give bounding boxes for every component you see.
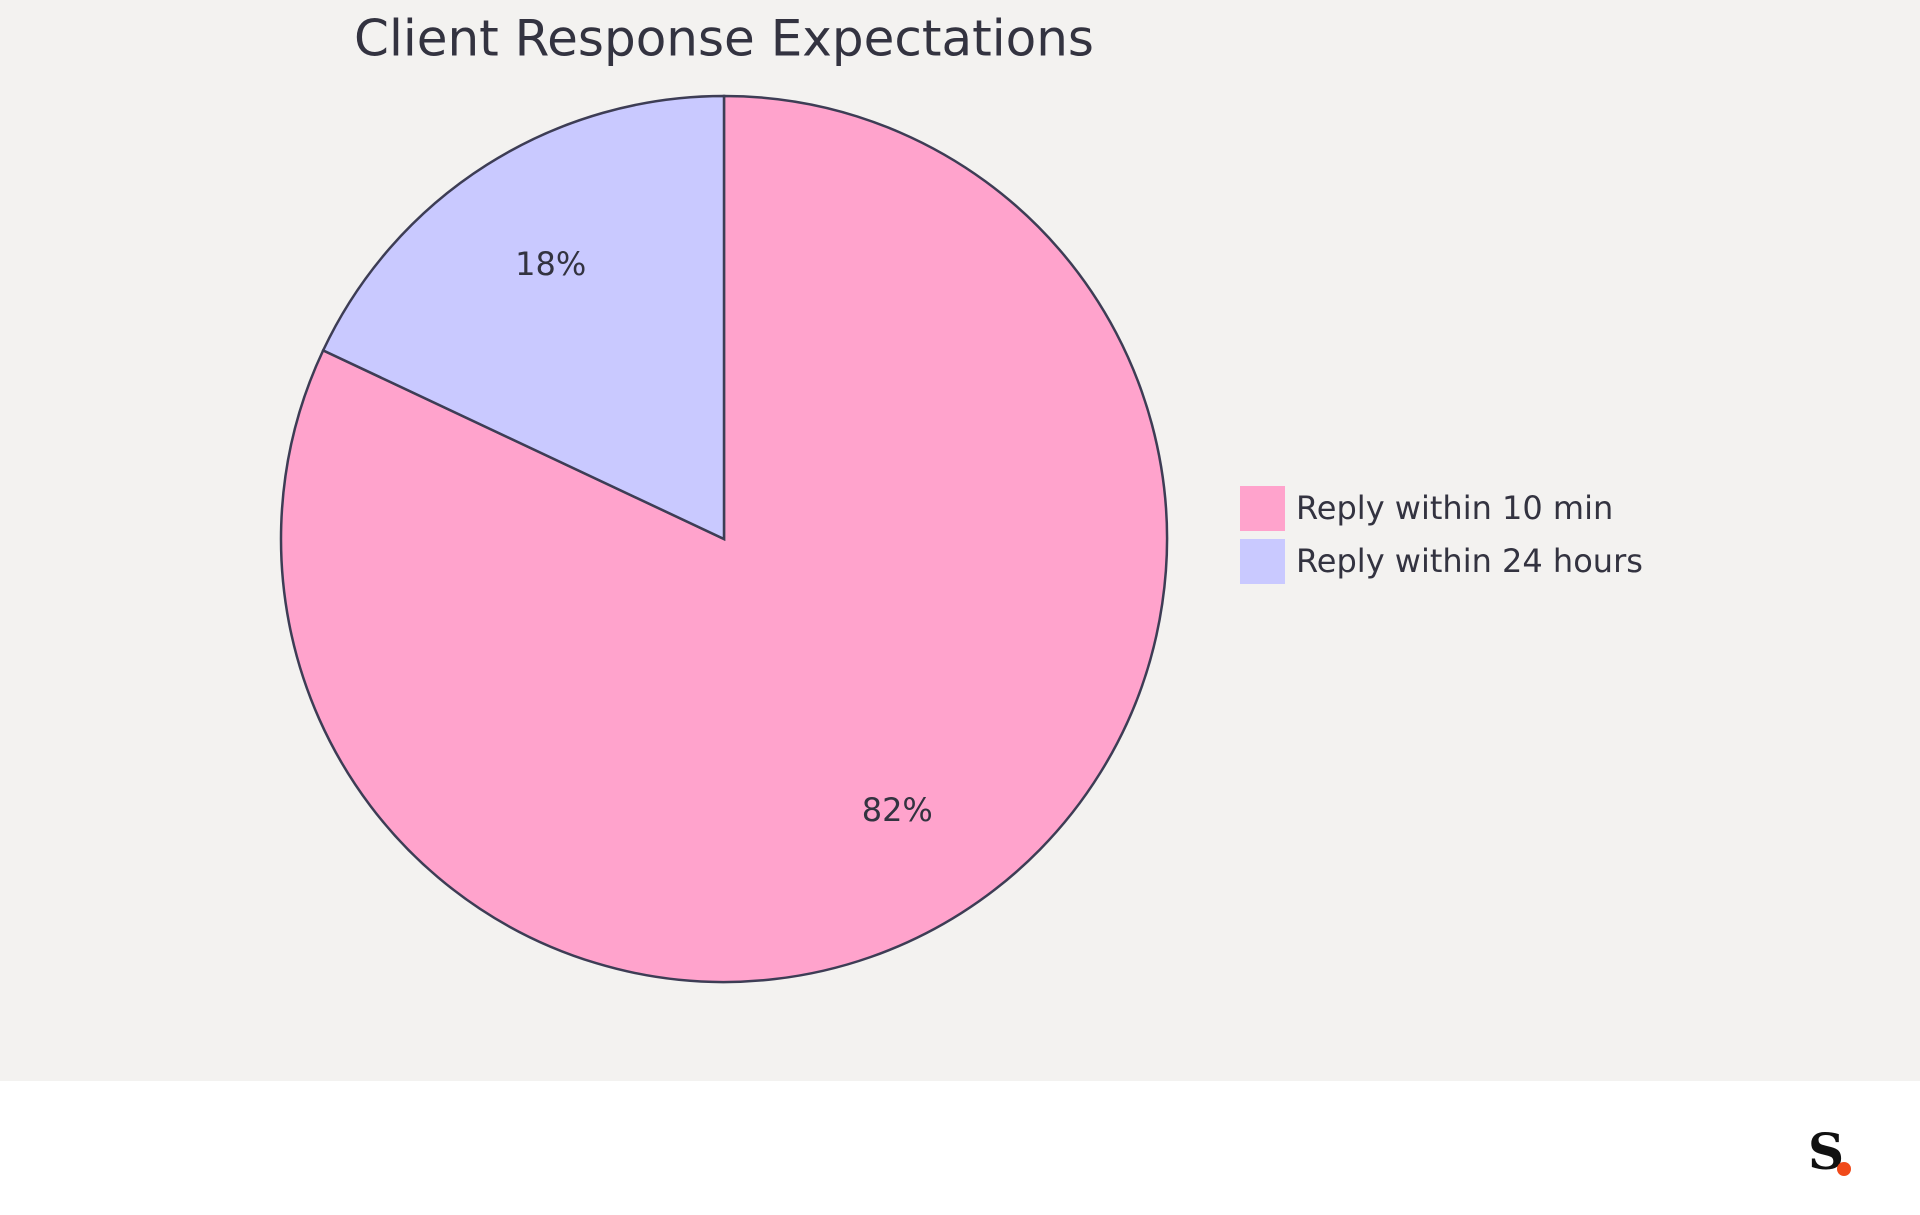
slice-label: 82% xyxy=(862,791,933,829)
legend-swatch xyxy=(1240,539,1285,584)
legend-swatch xyxy=(1240,486,1285,531)
pie-slice xyxy=(321,94,726,541)
slice-label: 18% xyxy=(515,245,586,283)
chart-title: Client Response Expectations xyxy=(354,10,1094,68)
legend-label: Reply within 10 min xyxy=(1296,489,1613,527)
legend-label: Reply within 24 hours xyxy=(1296,542,1643,580)
logo-dot xyxy=(1837,1162,1851,1176)
